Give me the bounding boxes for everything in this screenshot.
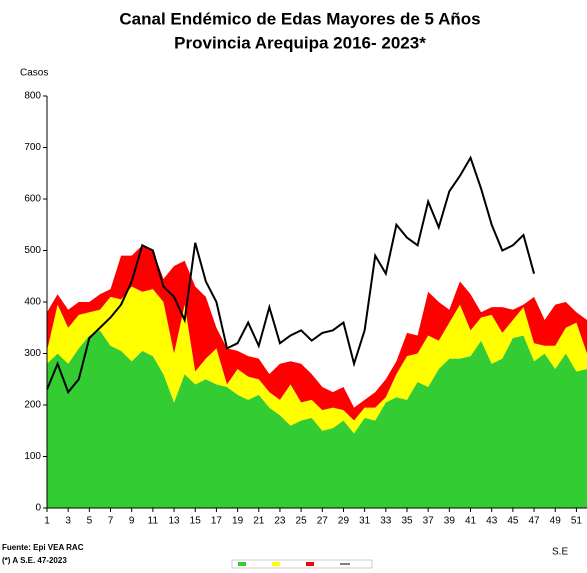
x-tick-label: 31 [359, 516, 371, 527]
x-tick-label: 13 [168, 516, 180, 527]
x-tick-label: 7 [108, 516, 114, 527]
x-tick-label: 37 [423, 516, 435, 527]
area [47, 330, 587, 508]
x-tick-label: 27 [317, 516, 329, 527]
legend-swatch [272, 562, 280, 566]
x-tick-label: 21 [253, 516, 265, 527]
x-tick-label: 25 [296, 516, 308, 527]
area [47, 245, 587, 421]
y-tick-label: 200 [24, 400, 41, 411]
legend-swatch [306, 562, 314, 566]
x-tick-label: 23 [274, 516, 286, 527]
x-tick-label: 35 [401, 516, 413, 527]
source-note: Fuente: Epi VEA RAC [2, 543, 84, 552]
x-tick-label: 29 [338, 516, 350, 527]
x-tick-label: 5 [87, 516, 93, 527]
x-tick-label: 11 [148, 516, 159, 527]
chart-title: Canal Endémico de Edas Mayores de 5 Años [119, 9, 480, 28]
legend-swatch [238, 562, 246, 566]
x-tick-label: 51 [571, 516, 583, 527]
y-tick-label: 300 [24, 348, 41, 359]
y-tick-label: 700 [24, 142, 41, 153]
y-tick-label: 600 [24, 194, 41, 205]
x-tick-label: 43 [486, 516, 498, 527]
legend [231, 559, 373, 569]
area [47, 286, 587, 434]
x-tick-label: 47 [528, 516, 540, 527]
y-tick-label: 400 [24, 297, 41, 308]
legend-box [231, 559, 373, 569]
x-tick-label: 39 [444, 516, 456, 527]
x-tick-label: 1 [44, 516, 50, 527]
x-tick-label: 45 [507, 516, 519, 527]
chart-subtitle: Provincia Arequipa 2016- 2023* [174, 33, 426, 52]
plot-area [46, 155, 587, 508]
y-axis-label: Casos [20, 68, 48, 79]
x-axis-label: S.E [552, 547, 568, 558]
x-tick-label: 33 [380, 516, 392, 527]
x-tick-label: 9 [129, 516, 135, 527]
footnote: (*) A S.E. 47-2023 [2, 556, 67, 565]
x-tick-label: 3 [65, 516, 71, 527]
y-tick-label: 100 [24, 451, 41, 462]
x-tick-label: 19 [232, 516, 244, 527]
x-tick-label: 49 [550, 516, 562, 527]
line [46, 155, 536, 395]
y-tick-label: 500 [24, 245, 41, 256]
y-tick-label: 800 [24, 91, 41, 102]
x-tick-label: 17 [211, 516, 223, 527]
x-tick-label: 41 [465, 516, 477, 527]
x-tick-label: 15 [190, 516, 202, 527]
y-tick-label: 0 [35, 503, 41, 514]
